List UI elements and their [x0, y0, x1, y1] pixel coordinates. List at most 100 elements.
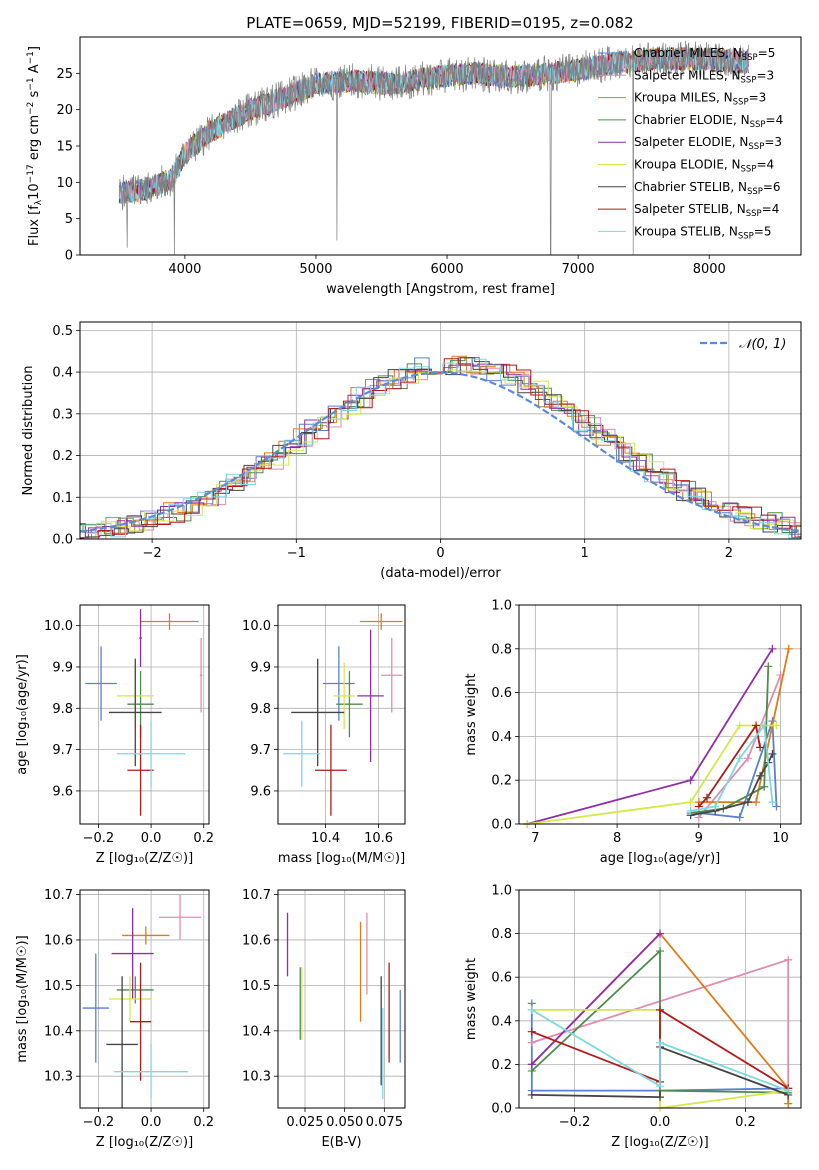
- legend-label: Chabrier MILES, NSSP=5: [634, 46, 775, 63]
- legend-label: Salpeter ELODIE, NSSP=3: [634, 135, 782, 152]
- y-tick-label: 10.0: [44, 619, 73, 634]
- series-marker: [784, 1086, 793, 1095]
- legend-n: =4: [756, 158, 774, 172]
- mw_vs_Z-axes: −0.2 0.0 0.2 0.0 0.2 0.4 0.6 0.8 1.0 Z [log₁₀(Z/Z…: [464, 884, 801, 1150]
- y-tick-label: 10.4: [44, 1024, 73, 1039]
- spectrum-lines: [118, 40, 750, 255]
- y-tick-label: 10.6: [44, 933, 73, 948]
- series-marker: [743, 798, 752, 807]
- y-label-part: λ: [34, 199, 44, 205]
- legend-text: Chabrier MILES, N: [634, 46, 742, 60]
- series-marker: [760, 721, 769, 730]
- y-tick-label: 20: [56, 103, 73, 118]
- legend-text: Kroupa STELIB, N: [634, 224, 738, 238]
- x-tick-label: 9: [695, 831, 703, 846]
- legend-n: =3: [764, 135, 782, 149]
- histogram-step: [80, 357, 801, 539]
- series-marker: [752, 721, 761, 730]
- mw_vs_age-axes: 7 8 9 10 0.0 0.2 0.4 0.6 0.8 1.0 age [log₁₀(age/yr…: [464, 599, 801, 866]
- y-label-part: ]: [27, 46, 42, 51]
- series-marker: [784, 955, 793, 964]
- histogram-step: [80, 358, 801, 539]
- series-marker: [527, 1038, 536, 1047]
- legend-n: =3: [749, 91, 767, 105]
- y-tick-label: 0.0: [491, 818, 512, 833]
- y-tick-label: 10.6: [242, 933, 271, 948]
- x-tick-label: 8: [613, 831, 621, 846]
- axes-frame: [277, 604, 406, 825]
- y-label-part: −1: [26, 77, 36, 90]
- histogram-step: [80, 369, 801, 534]
- x-tick-label: −2: [143, 546, 162, 561]
- y-tick-label: 0.6: [491, 686, 512, 701]
- y-label-part: s: [27, 90, 42, 101]
- mw_vs_Z-series: [527, 929, 793, 1112]
- y-label-part: Flux [f: [27, 205, 42, 246]
- x-tick-label: 0.050: [326, 1115, 363, 1130]
- axes-frame: [79, 36, 802, 256]
- legend-label: Kroupa ELODIE, NSSP=4: [634, 158, 774, 175]
- series-marker: [711, 802, 720, 811]
- y-tick-label: 15: [56, 140, 73, 155]
- series-line: [531, 932, 661, 1066]
- y-tick-label: 0.6: [491, 971, 512, 986]
- x-tick-label: 5000: [299, 262, 332, 277]
- series-marker: [656, 1093, 664, 1102]
- y-tick-label: 25: [56, 67, 73, 82]
- series-marker: [686, 776, 695, 785]
- series-marker: [784, 1099, 793, 1108]
- legend-n: =4: [762, 202, 780, 216]
- legend-n: =6: [763, 180, 781, 194]
- y-tick-label: 9.7: [250, 743, 271, 758]
- y-axis-label: Flux [fλ10−17 erg cm−2 s−1 A−1]: [26, 46, 44, 246]
- x-tick-label: 10.6: [364, 831, 393, 846]
- series-line: [698, 723, 761, 808]
- series-marker: [656, 1005, 664, 1014]
- y-tick-label: 9.6: [52, 784, 73, 799]
- x-tick-label: 2: [725, 546, 733, 561]
- x-tick-label: 0.0: [650, 1115, 671, 1130]
- series-marker: [703, 793, 711, 802]
- residuals-legend: 𝒩(0, 1): [700, 337, 786, 352]
- y-tick-label: 0.4: [491, 1014, 512, 1029]
- residuals-axes: −2 −1 0 1 2 0.0 0.1 0.2 0.3 0.4 0.5 (data-model)/er…: [21, 322, 801, 581]
- x-tick-label: 8000: [693, 262, 726, 277]
- series-marker: [656, 947, 664, 956]
- series-marker: [768, 798, 777, 807]
- y-label-part: 10: [27, 183, 42, 200]
- y-tick-label: 5: [65, 212, 73, 227]
- legend-sub: SSP: [741, 165, 757, 175]
- x-tick-label: −0.2: [559, 1115, 591, 1130]
- histogram-step: [80, 357, 801, 535]
- y-tick-label: 0.1: [52, 491, 73, 506]
- y-tick-label: 0.2: [52, 449, 73, 464]
- series-marker: [756, 771, 765, 780]
- legend-text: Chabrier ELODIE, N: [634, 113, 750, 127]
- y-axis-label: Normed distribution: [21, 366, 36, 496]
- y-tick-label: 9.6: [250, 784, 271, 799]
- series-marker: [656, 1082, 664, 1091]
- y-axis-label: age [log₁₀(age/yr)]: [15, 654, 30, 775]
- y-tick-label: 0: [65, 249, 73, 264]
- legend-label: Kroupa STELIB, NSSP=5: [634, 224, 772, 241]
- y-tick-label: 10.5: [44, 979, 73, 994]
- legend-label: Salpeter STELIB, NSSP=4: [634, 202, 779, 219]
- y-tick-label: 0.8: [491, 927, 512, 942]
- x-axis-label: age [log₁₀(age/yr)]: [600, 851, 721, 866]
- y-label-part: erg cm: [27, 115, 42, 164]
- y-tick-label: 0.2: [491, 1058, 512, 1073]
- legend-label: 𝒩(0, 1): [739, 337, 786, 352]
- legend-n: =3: [756, 68, 774, 82]
- legend-label: Chabrier ELODIE, NSSP=4: [634, 113, 783, 130]
- series-marker: [527, 1027, 536, 1036]
- y-tick-label: 1.0: [491, 884, 512, 899]
- x-tick-label: 1: [581, 546, 589, 561]
- series-marker: [735, 813, 744, 822]
- series-marker: [694, 813, 703, 822]
- y-tick-label: 10.7: [44, 888, 73, 903]
- series-marker: [752, 798, 761, 807]
- y-tick-label: 0.2: [491, 774, 512, 789]
- x-tick-label: 0: [436, 546, 444, 561]
